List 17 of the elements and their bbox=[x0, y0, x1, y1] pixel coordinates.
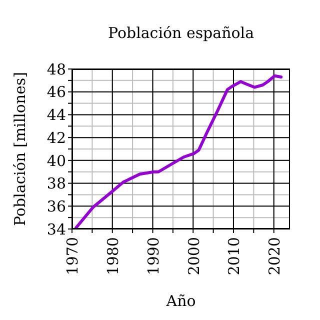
y-axis-title: Población [millones] bbox=[11, 72, 29, 226]
y-tick-label: 44 bbox=[46, 106, 66, 124]
x-axis-title: Año bbox=[165, 292, 197, 310]
y-tick-label: 36 bbox=[46, 197, 66, 216]
x-tick-label: 2010 bbox=[225, 237, 244, 276]
y-tick-label: 38 bbox=[46, 174, 66, 193]
x-tick-label: 1980 bbox=[104, 237, 122, 276]
y-tick-label: 40 bbox=[46, 152, 66, 170]
chart-title: Población española bbox=[106, 24, 256, 42]
x-tick-label: 2000 bbox=[184, 237, 203, 276]
x-tick-label: 1990 bbox=[144, 237, 162, 276]
y-tick-label: 48 bbox=[46, 60, 66, 78]
y-tick-label: 34 bbox=[46, 220, 66, 238]
y-tick-label: 46 bbox=[46, 83, 66, 102]
x-tick-label: 1970 bbox=[64, 237, 82, 276]
x-tick-label: 2020 bbox=[266, 237, 284, 276]
y-tick-label: 42 bbox=[46, 128, 66, 147]
